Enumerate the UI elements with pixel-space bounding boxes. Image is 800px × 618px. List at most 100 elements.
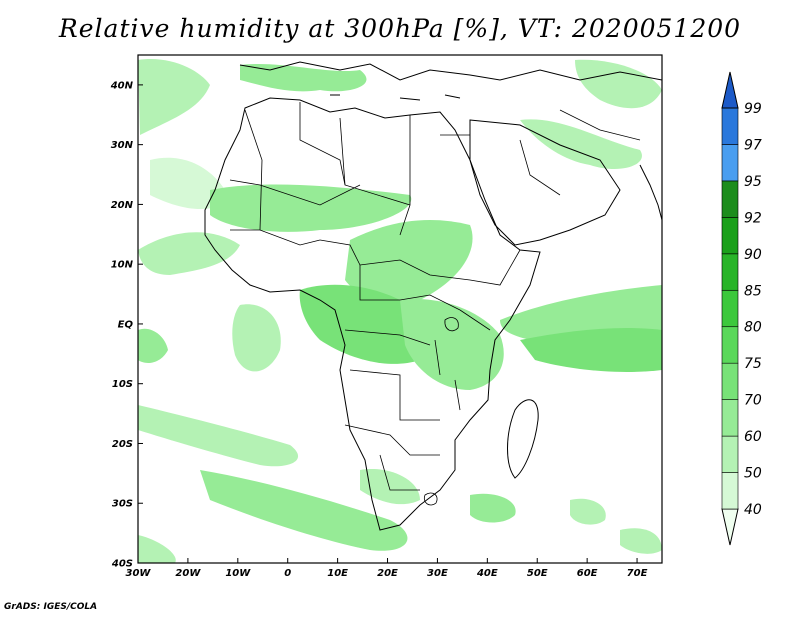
- humidity-area: [360, 469, 420, 505]
- border-line: [319, 239, 471, 281]
- colorbar-label: 70: [744, 393, 762, 409]
- y-axis: 40S 30S 20S 10S EQ 10N 20N 30N 40N: [110, 80, 143, 570]
- border-line: [344, 424, 440, 456]
- colorbar: 40 50 60 70 75 80 85 90 92 95 97 99: [721, 71, 762, 546]
- europe-coastline: [239, 61, 662, 81]
- border-line: [359, 265, 461, 311]
- colorbar-label: 85: [744, 283, 762, 299]
- colorbar-segment: [721, 362, 739, 400]
- border-line: [339, 117, 411, 206]
- humidity-area: [138, 328, 168, 363]
- lesotho-border: [423, 492, 438, 506]
- humidity-area: [210, 184, 412, 232]
- y-tick-label: 40S: [111, 559, 133, 570]
- y-tick-label: 10N: [111, 260, 134, 271]
- colorbar-segment: [721, 472, 739, 510]
- humidity-area: [345, 220, 473, 304]
- humidity-area: [575, 59, 662, 109]
- y-tick-label: 40N: [110, 80, 134, 91]
- lake-tanganyika: [434, 339, 441, 376]
- colorbar-segment: [721, 326, 739, 364]
- humidity-shading: [138, 59, 662, 563]
- humidity-area: [570, 498, 606, 525]
- border-line: [469, 249, 521, 286]
- credit-label: GrADS: IGES/COLA: [4, 602, 98, 612]
- humidity-area: [620, 528, 662, 554]
- mediterranean-islands: [330, 94, 461, 101]
- border-line: [349, 369, 440, 421]
- y-tick-label: 20S: [112, 439, 133, 450]
- humidity-area: [470, 493, 516, 523]
- colorbar-segment: [721, 289, 739, 328]
- x-tick-label: 30W: [126, 568, 152, 579]
- chart-title: Relative humidity at 300hPa [%], VT: 202…: [58, 14, 742, 43]
- colorbar-segment: [721, 144, 739, 182]
- country-borders: [229, 102, 641, 506]
- map-frame: [137, 54, 663, 564]
- y-tick-label: 20N: [111, 200, 134, 211]
- humidity-area: [138, 232, 240, 275]
- colorbar-segment: [721, 107, 739, 145]
- x-tick-label: 60E: [577, 568, 598, 579]
- humidity-area: [400, 299, 504, 390]
- lake-malawi: [454, 379, 461, 411]
- x-axis: 30W 20W 10W 0 10E 20E 30E 40E 50E 60E 70E: [126, 558, 648, 579]
- border-line: [229, 179, 361, 206]
- colorbar-segment: [721, 180, 739, 218]
- colorbar-label: 99: [744, 101, 762, 117]
- border-line: [244, 109, 263, 231]
- colorbar-label: 50: [744, 466, 762, 482]
- border-line: [344, 329, 431, 346]
- colorbar-segment: [721, 217, 739, 255]
- x-tick-label: 30E: [427, 568, 448, 579]
- colorbar-label: 90: [744, 247, 762, 263]
- y-tick-label: 10S: [112, 379, 133, 390]
- y-tick-label: 30S: [112, 499, 133, 510]
- border-line: [519, 139, 561, 196]
- humidity-area: [240, 63, 367, 92]
- border-line: [299, 102, 346, 186]
- colorbar-upper-extension: [721, 71, 739, 109]
- colorbar-label: 40: [744, 502, 762, 518]
- madagascar-coastline: [507, 399, 539, 479]
- x-tick-label: 50E: [527, 568, 548, 579]
- x-tick-label: 40E: [476, 568, 498, 579]
- x-tick-label: 20E: [377, 568, 398, 579]
- y-tick-label: 30N: [111, 140, 134, 151]
- border-line: [459, 309, 491, 331]
- humidity-area: [232, 304, 281, 372]
- colorbar-label: 60: [744, 429, 762, 445]
- colorbar-label: 75: [744, 356, 762, 372]
- x-tick-label: 20W: [175, 568, 201, 579]
- x-tick-label: 10E: [327, 568, 348, 579]
- colorbar-label: 92: [744, 210, 762, 226]
- humidity-area: [299, 284, 424, 364]
- x-tick-label: 70E: [627, 568, 648, 579]
- colorbar-segment: [721, 399, 739, 437]
- colorbar-label: 80: [744, 320, 762, 336]
- colorbar-label: 97: [744, 137, 762, 153]
- humidity-area: [520, 119, 642, 170]
- x-tick-label: 10W: [225, 568, 251, 579]
- colorbar-segment: [721, 435, 739, 473]
- colorbar-lower-extension: [721, 508, 739, 546]
- humidity-area: [200, 470, 408, 551]
- lake-victoria: [444, 317, 459, 332]
- y-tick-label: EQ: [118, 319, 134, 330]
- humidity-area: [138, 59, 210, 135]
- humidity-area: [138, 405, 299, 467]
- coastlines: [204, 61, 662, 531]
- india-coastline: [639, 164, 662, 221]
- border-line: [559, 109, 641, 141]
- arabia-coastline: [469, 119, 621, 246]
- humidity-area: [520, 328, 662, 372]
- border-line: [379, 454, 420, 491]
- colorbar-label: 95: [744, 174, 762, 190]
- x-tick-label: 0: [284, 568, 291, 579]
- humidity-area: [500, 285, 662, 341]
- africa-coastline: [204, 97, 541, 531]
- humidity-area: [138, 535, 176, 563]
- colorbar-segment: [721, 253, 739, 291]
- border-line: [230, 229, 321, 246]
